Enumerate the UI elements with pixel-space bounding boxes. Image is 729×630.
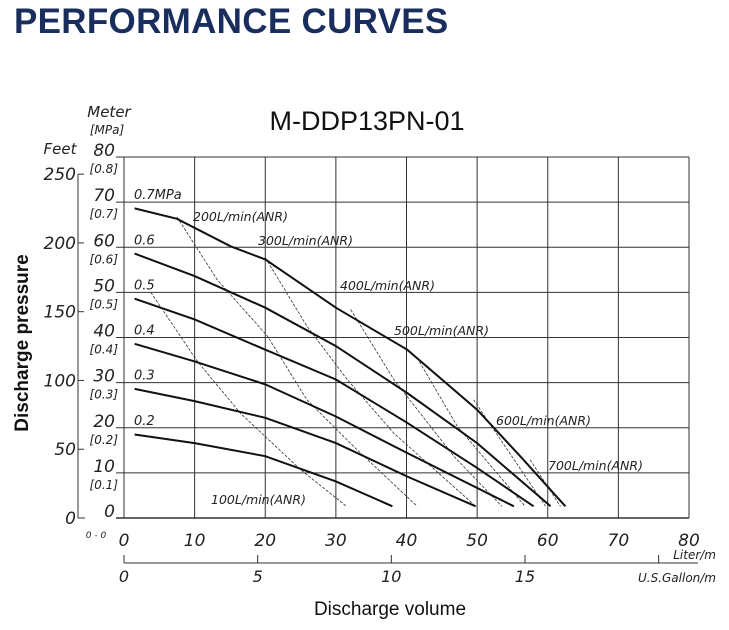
y-tick-label-meter: 20 [93,412,115,432]
air-consumption-line [176,216,418,507]
x-tick-label: 40 [396,531,418,551]
y-tick-label-mpa: [0.5] [90,297,119,311]
y-unit-feet: Feet [44,140,78,158]
y-tick-label-mpa: [0.8] [90,162,119,176]
air-consumption-label: 100L/min(ANR) [211,492,306,507]
air-consumption-line [350,309,503,507]
y-tick-label-meter: 0 [104,502,115,522]
x-axis-title: Discharge volume [314,599,466,620]
air-consumption-label: 500L/min(ANR) [394,323,489,338]
pressure-curve-label: 0.5 [134,278,155,293]
pressure-curve [134,342,515,508]
y-tick-label-feet: 100 [44,371,76,391]
y-tick-label-meter: 60 [93,231,115,251]
air-consumption-line [150,292,347,507]
x-tick-label-gallon: 10 [381,567,401,586]
pressure-curve-label: 0.3 [134,369,155,384]
y-tick-label-meter: 70 [93,186,115,206]
air-consumption-label: 200L/min(ANR) [193,209,288,224]
air-consumption-label: 300L/min(ANR) [258,233,353,248]
x-tick-label-gallon: 5 [253,567,263,586]
y-tick-label-meter: 10 [93,457,115,477]
y-tick-label-meter: 50 [93,276,115,296]
y-tick-label-mpa: [0.2] [90,433,119,447]
x-unit-liter: Liter/m [673,548,716,562]
y-tick-label-feet: 50 [54,440,76,460]
x-tick-label: 50 [466,531,488,551]
y-tick-label-mpa: [0.4] [90,343,119,357]
air-consumption-line [473,399,546,507]
x-tick-label-gallon: 15 [515,567,535,586]
y-tick-label-feet: 250 [44,165,76,185]
plot-area: 0 10 20 30 40 50 60 70 80010[0.1]20[0.2]30[0.3]4… [44,141,700,586]
pressure-curve-label: 0.4 [134,324,155,339]
y-unit-mpa: [MPa] [90,123,125,137]
air-consumption-label: 400L/min(ANR) [340,278,435,293]
air-consumption-line [416,357,526,507]
y-unit-meter: Meter [87,103,131,121]
y-tick-label-feet: 150 [44,303,76,323]
x-tick-label: 70 [608,531,630,551]
pressure-curve-label: 0.6 [134,233,155,248]
x-origin-note: 0 - 0 [86,531,107,541]
y-tick-label-mpa: [0.1] [90,478,119,492]
y-tick-label-meter: 80 [93,141,115,161]
x-tick-label-gallon: 0 [119,567,129,586]
x-tick-label: 80 [678,531,700,551]
y-tick-label-feet: 200 [44,234,76,254]
y-tick-label-feet: 0 [65,509,76,529]
y-tick-label-meter: 40 [93,322,115,342]
page-title: PERFORMANCE CURVES [14,2,449,41]
air-consumption-label: 600L/min(ANR) [496,413,591,428]
x-tick-label: 30 [325,531,347,551]
x-tick-label: 10 [184,531,206,551]
y-axis-title: Discharge pressure [12,254,33,431]
air-consumption-label: 700L/min(ANR) [548,458,643,473]
y-tick-label-mpa: [0.3] [90,388,119,402]
pressure-curve [134,297,535,508]
x-tick-label: 0 [119,531,130,551]
pressure-curve [134,433,393,508]
pressure-curve-label: 0.7MPa [134,188,182,203]
x-tick-label: 20 [254,531,276,551]
pressure-curve [134,207,567,507]
chart-title: M-DDP13PN-01 [269,106,464,136]
y-tick-label-meter: 30 [93,367,115,387]
pressure-curve [134,252,552,508]
x-tick-label: 60 [537,531,559,551]
pressure-curve-label: 0.2 [134,414,155,429]
x-unit-gallon: U.S.Gallon/m [638,571,716,585]
air-consumption-line [264,257,476,507]
pressure-curve [134,387,477,508]
y-tick-label-mpa: [0.6] [90,252,119,266]
y-tick-label-mpa: [0.7] [90,207,119,221]
